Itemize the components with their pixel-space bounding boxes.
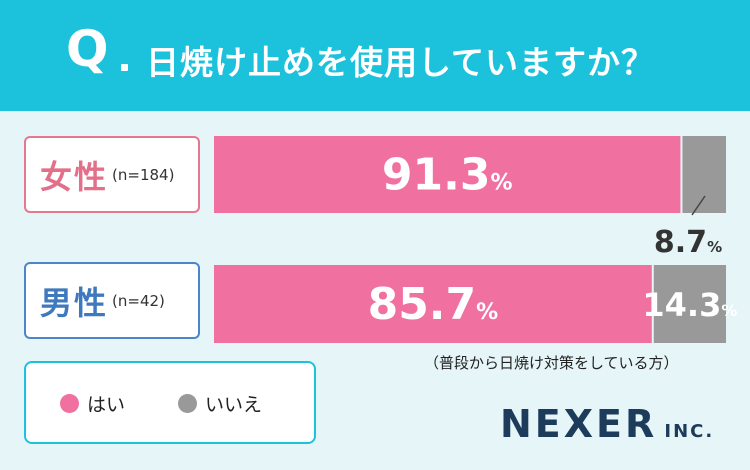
bar-value-no: 14.3% [642, 286, 737, 324]
legend-swatch-yes [60, 394, 79, 413]
brand-name: NEXER [500, 402, 658, 446]
bar-yes [214, 136, 681, 213]
legend-label: いいえ [205, 394, 263, 416]
legend-item-yes: はい [60, 390, 125, 417]
q-dot [121, 64, 128, 71]
legend-item-no: いいえ [178, 390, 262, 417]
bar-no [653, 265, 726, 343]
header-banner: Q 日焼け止めを使用していますか？ [0, 0, 750, 111]
brand-logo: NEXER INC. [500, 402, 714, 446]
legend-swatch-no [178, 394, 197, 413]
row-label-female: 女性 (n=184) [24, 136, 200, 213]
brand-suffix: INC. [664, 421, 715, 442]
bar-value-no: 8.7% [654, 225, 722, 260]
legend: はい いいえ [24, 361, 316, 444]
question-title: 日焼け止めを使用していますか？ [146, 43, 656, 82]
row-label-text: 女性 [40, 157, 109, 196]
row-label-male: 男性 (n=42) [24, 262, 200, 339]
row-label-text: 男性 [40, 283, 109, 322]
row-label-n: (n=184) [112, 165, 175, 184]
row-label-n: (n=42) [112, 291, 165, 310]
leader-line [691, 195, 706, 216]
q-mark: Q [66, 20, 109, 78]
bar-value-yes: 85.7% [368, 279, 499, 330]
bar-yes [214, 265, 652, 343]
bar-no [682, 136, 726, 213]
bar-value-yes: 91.3% [382, 150, 513, 201]
legend-label: はい [87, 394, 126, 416]
chart-note: （普段から日焼け対策をしている方） [424, 354, 679, 372]
